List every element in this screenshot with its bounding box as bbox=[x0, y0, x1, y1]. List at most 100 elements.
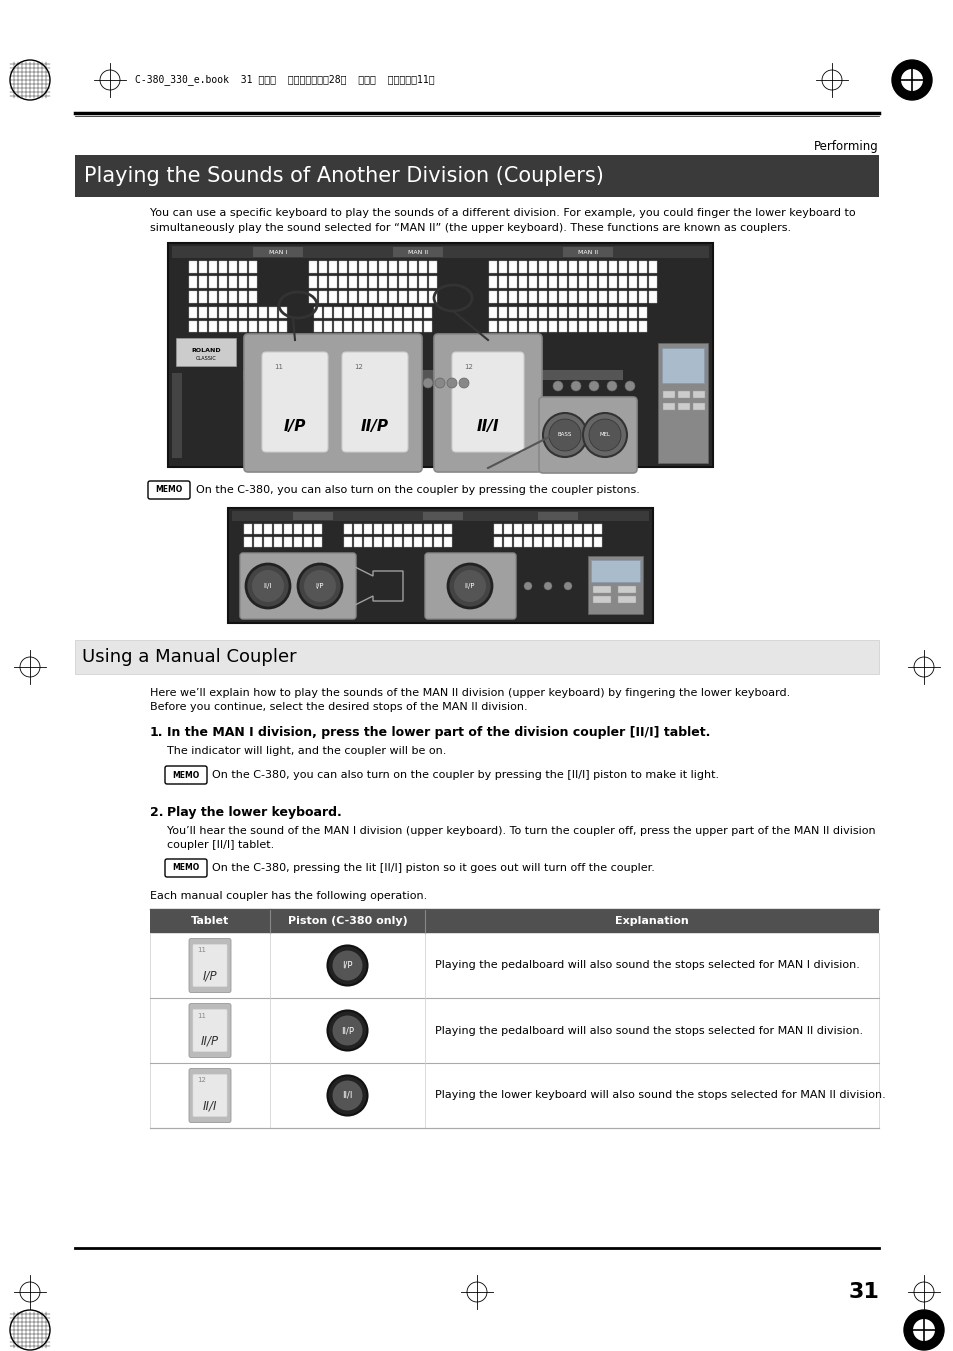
FancyBboxPatch shape bbox=[590, 561, 639, 582]
FancyBboxPatch shape bbox=[563, 536, 572, 547]
Circle shape bbox=[435, 378, 444, 388]
FancyBboxPatch shape bbox=[583, 536, 592, 547]
FancyBboxPatch shape bbox=[358, 276, 367, 288]
FancyBboxPatch shape bbox=[409, 290, 416, 303]
FancyBboxPatch shape bbox=[349, 261, 356, 273]
FancyBboxPatch shape bbox=[509, 290, 517, 303]
FancyBboxPatch shape bbox=[554, 524, 561, 534]
FancyBboxPatch shape bbox=[253, 524, 262, 534]
FancyBboxPatch shape bbox=[608, 290, 617, 303]
Text: Playing the lower keyboard will also sound the stops selected for MAN II divisio: Playing the lower keyboard will also sou… bbox=[435, 1090, 884, 1101]
FancyBboxPatch shape bbox=[369, 261, 376, 273]
FancyBboxPatch shape bbox=[608, 261, 617, 273]
FancyBboxPatch shape bbox=[538, 276, 546, 288]
Text: On the C-380, pressing the lit [II/I] piston so it goes out will turn off the co: On the C-380, pressing the lit [II/I] pi… bbox=[212, 863, 654, 873]
FancyBboxPatch shape bbox=[618, 276, 626, 288]
Text: I/P: I/P bbox=[202, 970, 217, 982]
FancyBboxPatch shape bbox=[249, 261, 256, 273]
FancyBboxPatch shape bbox=[398, 261, 407, 273]
FancyBboxPatch shape bbox=[193, 1074, 227, 1116]
FancyBboxPatch shape bbox=[568, 261, 577, 273]
FancyBboxPatch shape bbox=[563, 524, 572, 534]
FancyBboxPatch shape bbox=[258, 307, 267, 317]
Text: C-380_330_e.book  31 ページ  ２０１０年４月28日  水曜日  午後１０時11分: C-380_330_e.book 31 ページ ２０１０年４月28日 水曜日 午… bbox=[135, 74, 435, 85]
FancyBboxPatch shape bbox=[568, 276, 577, 288]
Text: In the MAN I division, press the lower part of the division coupler [II/I] table: In the MAN I division, press the lower p… bbox=[167, 725, 710, 739]
FancyBboxPatch shape bbox=[354, 536, 361, 547]
FancyBboxPatch shape bbox=[334, 322, 341, 332]
FancyBboxPatch shape bbox=[489, 307, 497, 317]
Circle shape bbox=[903, 1310, 943, 1350]
FancyBboxPatch shape bbox=[558, 290, 566, 303]
FancyBboxPatch shape bbox=[304, 536, 312, 547]
FancyBboxPatch shape bbox=[318, 261, 327, 273]
Text: MAN I: MAN I bbox=[269, 250, 287, 254]
FancyBboxPatch shape bbox=[598, 261, 606, 273]
FancyBboxPatch shape bbox=[518, 322, 526, 332]
FancyBboxPatch shape bbox=[498, 322, 506, 332]
FancyBboxPatch shape bbox=[284, 536, 292, 547]
FancyBboxPatch shape bbox=[534, 536, 541, 547]
Text: 11: 11 bbox=[196, 947, 206, 954]
FancyBboxPatch shape bbox=[578, 307, 586, 317]
FancyBboxPatch shape bbox=[374, 536, 381, 547]
FancyBboxPatch shape bbox=[518, 290, 526, 303]
FancyBboxPatch shape bbox=[498, 290, 506, 303]
Circle shape bbox=[458, 378, 469, 388]
Text: You can use a specific keyboard to play the sounds of a different division. For : You can use a specific keyboard to play … bbox=[150, 208, 855, 218]
FancyBboxPatch shape bbox=[588, 307, 597, 317]
FancyBboxPatch shape bbox=[175, 338, 235, 366]
FancyBboxPatch shape bbox=[364, 536, 372, 547]
Text: 11: 11 bbox=[274, 363, 283, 370]
Text: Before you continue, select the desired stops of the MAN II division.: Before you continue, select the desired … bbox=[150, 703, 527, 712]
Text: 12: 12 bbox=[196, 1078, 206, 1084]
FancyBboxPatch shape bbox=[264, 536, 272, 547]
FancyBboxPatch shape bbox=[148, 481, 190, 499]
FancyBboxPatch shape bbox=[240, 553, 355, 619]
FancyBboxPatch shape bbox=[578, 276, 586, 288]
FancyBboxPatch shape bbox=[389, 290, 396, 303]
Circle shape bbox=[571, 381, 580, 390]
FancyBboxPatch shape bbox=[338, 261, 347, 273]
FancyBboxPatch shape bbox=[414, 536, 421, 547]
FancyBboxPatch shape bbox=[498, 261, 506, 273]
FancyBboxPatch shape bbox=[199, 322, 207, 332]
FancyBboxPatch shape bbox=[394, 307, 401, 317]
FancyBboxPatch shape bbox=[209, 290, 216, 303]
FancyBboxPatch shape bbox=[692, 390, 704, 399]
FancyBboxPatch shape bbox=[424, 553, 516, 619]
Text: II/I: II/I bbox=[203, 1100, 217, 1112]
FancyBboxPatch shape bbox=[239, 307, 247, 317]
FancyBboxPatch shape bbox=[639, 307, 646, 317]
FancyBboxPatch shape bbox=[344, 536, 352, 547]
FancyBboxPatch shape bbox=[414, 307, 421, 317]
FancyBboxPatch shape bbox=[618, 322, 626, 332]
FancyBboxPatch shape bbox=[193, 944, 227, 986]
FancyBboxPatch shape bbox=[692, 403, 704, 409]
FancyBboxPatch shape bbox=[618, 261, 626, 273]
FancyBboxPatch shape bbox=[588, 261, 597, 273]
FancyBboxPatch shape bbox=[189, 307, 196, 317]
FancyBboxPatch shape bbox=[150, 934, 878, 998]
FancyBboxPatch shape bbox=[662, 403, 675, 409]
FancyBboxPatch shape bbox=[193, 1009, 227, 1051]
FancyBboxPatch shape bbox=[423, 322, 432, 332]
FancyBboxPatch shape bbox=[369, 276, 376, 288]
Circle shape bbox=[542, 413, 586, 457]
FancyBboxPatch shape bbox=[422, 512, 462, 520]
FancyBboxPatch shape bbox=[503, 524, 512, 534]
FancyBboxPatch shape bbox=[219, 290, 227, 303]
FancyBboxPatch shape bbox=[514, 536, 521, 547]
FancyBboxPatch shape bbox=[529, 261, 537, 273]
Text: II/P: II/P bbox=[464, 584, 475, 589]
FancyBboxPatch shape bbox=[503, 536, 512, 547]
FancyBboxPatch shape bbox=[598, 290, 606, 303]
FancyBboxPatch shape bbox=[309, 276, 316, 288]
FancyBboxPatch shape bbox=[618, 307, 626, 317]
FancyBboxPatch shape bbox=[378, 290, 387, 303]
FancyBboxPatch shape bbox=[364, 322, 372, 332]
FancyBboxPatch shape bbox=[568, 322, 577, 332]
FancyBboxPatch shape bbox=[418, 290, 427, 303]
Circle shape bbox=[912, 1319, 934, 1342]
FancyBboxPatch shape bbox=[523, 524, 532, 534]
